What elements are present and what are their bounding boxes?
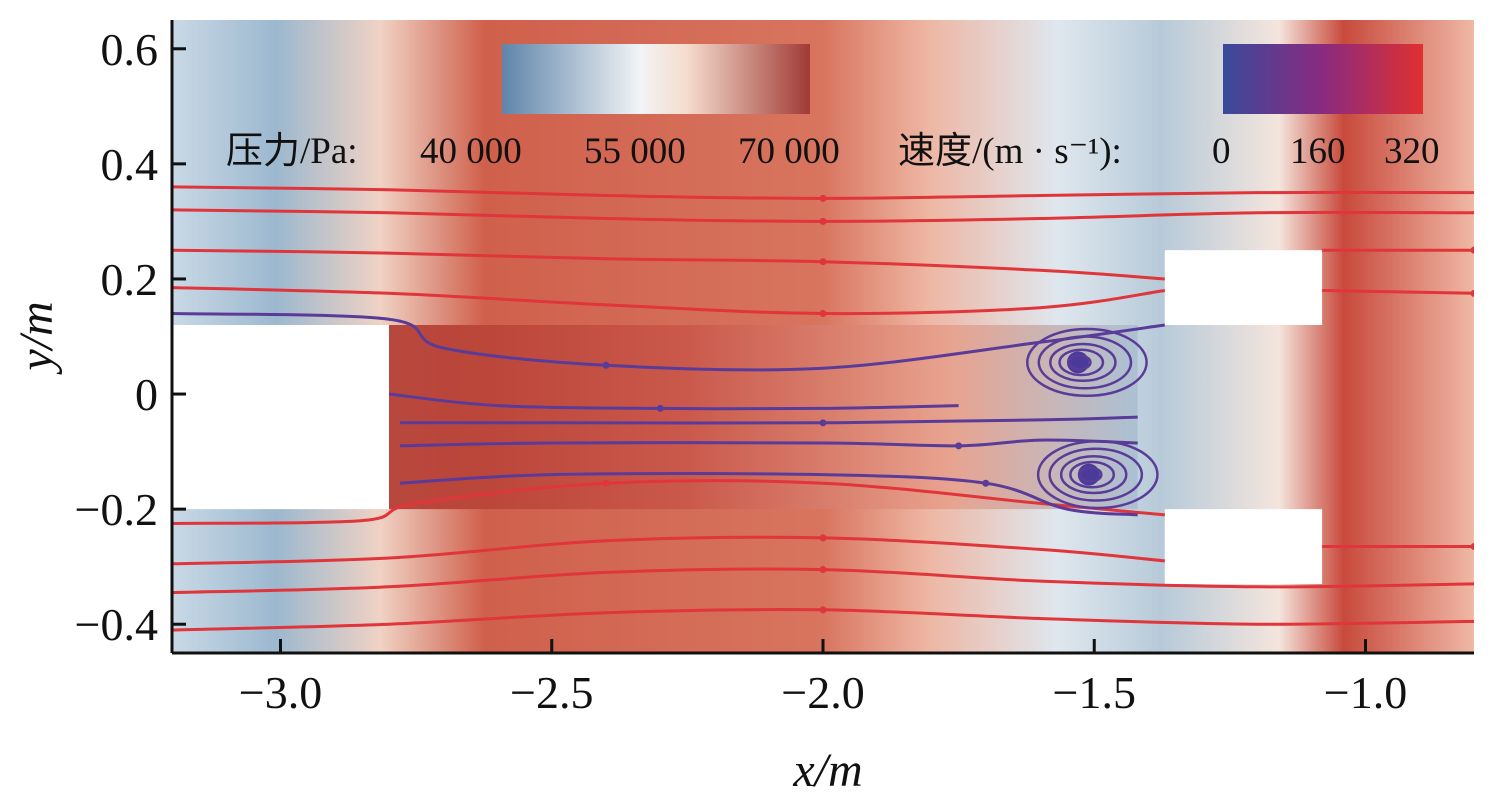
- pressure-tick-1: 55 000: [584, 131, 686, 172]
- x-tick-label-0: −3.0: [239, 667, 322, 718]
- streamline-lower-marker-3: [819, 566, 827, 574]
- vortex-0-loop-1: [1058, 348, 1105, 377]
- y-tick-label-0: 0.6: [101, 24, 159, 75]
- streamline-lower-marker-1: [819, 534, 827, 542]
- streamline-upper-marker-3: [1470, 246, 1474, 254]
- x-axis-title: x/m: [792, 744, 862, 795]
- streamline-lower-marker-4: [819, 606, 827, 614]
- streamline-core-0: [172, 312, 1166, 372]
- streamline-lower-marker-0: [602, 479, 610, 487]
- streamline-lower-1: [172, 535, 1165, 566]
- streamline-core-marker-3: [955, 442, 963, 450]
- streamline-core-marker-1: [656, 404, 664, 412]
- velocity-tick-0: 0: [1212, 131, 1231, 172]
- vortex-1-loop-3: [1048, 447, 1144, 502]
- vortex-1-loop-4: [1036, 439, 1159, 510]
- y-tick-label-4: −0.2: [75, 484, 158, 535]
- x-tick-label-4: −1.0: [1324, 667, 1407, 718]
- y-tick-label-1: 0.4: [101, 139, 159, 190]
- velocity-colorbar: [1223, 44, 1423, 114]
- velocity-tick-1: 160: [1290, 131, 1346, 172]
- x-axis-ticks: −3.0 −2.5 −2.0 −1.5 −1.0: [239, 639, 1407, 718]
- wall-1: [1164, 250, 1323, 325]
- streamline-core-marker-0: [602, 361, 610, 369]
- vortex-0-loop-3: [1037, 335, 1133, 390]
- wall-2: [1164, 509, 1323, 584]
- pressure-field-core: [389, 324, 1138, 510]
- x-tick-label-1: −2.5: [510, 667, 593, 718]
- vortex-0-loop-2: [1049, 342, 1117, 383]
- pressure-tick-2: 70 000: [738, 131, 840, 172]
- y-tick-label-5: −0.4: [75, 599, 158, 650]
- streamline-core-4: [399, 472, 1138, 517]
- streamline-upper-marker-2: [819, 258, 827, 266]
- y-tick-label-2: 0.2: [101, 254, 159, 305]
- pressure-colorbar: [502, 44, 810, 114]
- streamline-core-2: [399, 415, 1138, 425]
- streamline-upper-marker-4: [819, 309, 827, 317]
- vortex-0-loop-4: [1026, 327, 1148, 398]
- streamlines: [172, 185, 1474, 632]
- pressure-colorbar-label: 压力/Pa:: [226, 131, 358, 172]
- velocity-tick-2: 320: [1384, 131, 1440, 172]
- y-axis-title: y/m: [10, 301, 63, 375]
- streamline-lower-marker-2: [1470, 543, 1474, 551]
- pressure-tick-0: 40 000: [420, 131, 522, 172]
- streamline-upper-2: [172, 248, 1165, 281]
- x-tick-label-3: −1.5: [1053, 667, 1136, 718]
- wall-0: [172, 324, 389, 510]
- y-tick-label-3: 0: [135, 369, 158, 420]
- streamline-upper-marker-5: [1470, 289, 1474, 297]
- streamline-upper-4: [172, 286, 1166, 316]
- x-tick-label-2: −2.0: [781, 667, 864, 718]
- velocity-colorbar-label: 速度/(m · s⁻¹):: [898, 130, 1122, 172]
- streamline-core-3: [399, 438, 1138, 448]
- vortex-1-loop-1: [1069, 460, 1116, 489]
- streamline-upper-marker-0: [819, 194, 827, 202]
- streamline-lower-0: [172, 479, 1165, 525]
- streamline-core-marker-2: [819, 419, 827, 427]
- streamline-upper-marker-1: [819, 217, 827, 225]
- vortex-1-loop-2: [1059, 454, 1128, 495]
- solid-walls: [172, 250, 1323, 584]
- y-axis-ticks: 0.6 0.4 0.2 0 −0.2 −0.4: [75, 24, 186, 650]
- vortex-1-loop-0: [1078, 466, 1103, 483]
- streamline-upper-5: [1322, 289, 1474, 295]
- streamline-core-marker-4: [982, 479, 990, 487]
- vortex-0-loop-0: [1067, 354, 1092, 371]
